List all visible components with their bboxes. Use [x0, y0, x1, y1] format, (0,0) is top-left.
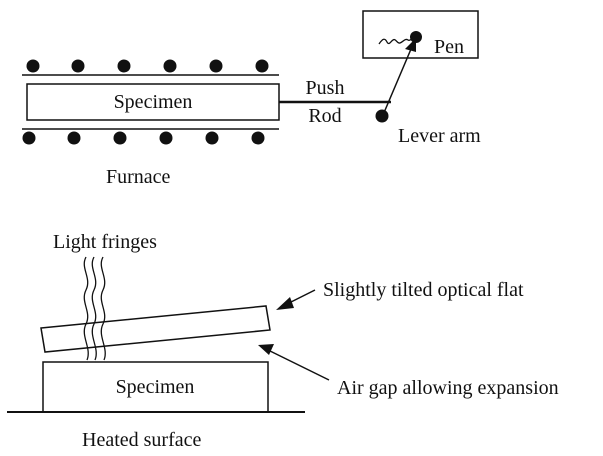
lever-pivot-dot [375, 109, 389, 123]
heating-element-dot [255, 59, 269, 73]
furnace-label: Furnace [106, 166, 171, 188]
pen-tip-dot [410, 31, 422, 43]
heating-element-dot [71, 59, 85, 73]
optical-flat [40, 305, 271, 353]
interferometer-diagram: Light fringes Specimen Heated surface Sl… [7, 231, 559, 451]
heating-element-dot [209, 59, 223, 73]
furnace-top-row [22, 59, 279, 76]
heating-element-dot [163, 59, 177, 73]
lever-arm-label: Lever arm [398, 125, 481, 147]
specimen-box-lower [42, 361, 269, 413]
light-fringe-line [83, 256, 89, 361]
heating-element-dot [67, 131, 81, 145]
specimen-label: Specimen [114, 91, 193, 113]
heating-element-dot [205, 131, 219, 145]
heating-element-dot [251, 131, 265, 145]
air-gap-arrow [267, 349, 330, 381]
heating-element-dot [117, 59, 131, 73]
heating-element-dot [113, 131, 127, 145]
lever-arm-line [382, 41, 415, 116]
optical-flat-arrowhead [276, 297, 294, 310]
air-gap-label: Air gap allowing expansion [337, 377, 559, 399]
furnace-bottom-row [22, 128, 279, 145]
optical-flat-label: Slightly tilted optical flat [323, 279, 524, 301]
heating-element-dot [22, 131, 36, 145]
air-gap-arrowhead [258, 344, 274, 355]
light-fringe-line [100, 256, 106, 361]
pen-trace [378, 36, 416, 45]
heating-element-dot [159, 131, 173, 145]
specimen-label-lower: Specimen [116, 376, 195, 398]
heated-surface-label: Heated surface [82, 429, 201, 451]
dilatometer-diagram: Specimen Push Rod Pen Lever arm Furnace [22, 10, 481, 188]
light-fringe-lines [83, 256, 106, 361]
pen-label: Pen [434, 36, 464, 58]
push-label: Push [306, 77, 345, 99]
heating-element-dot [26, 59, 40, 73]
rod-label: Rod [308, 105, 341, 127]
light-fringes-label: Light fringes [53, 231, 157, 253]
light-fringe-line [91, 256, 97, 361]
